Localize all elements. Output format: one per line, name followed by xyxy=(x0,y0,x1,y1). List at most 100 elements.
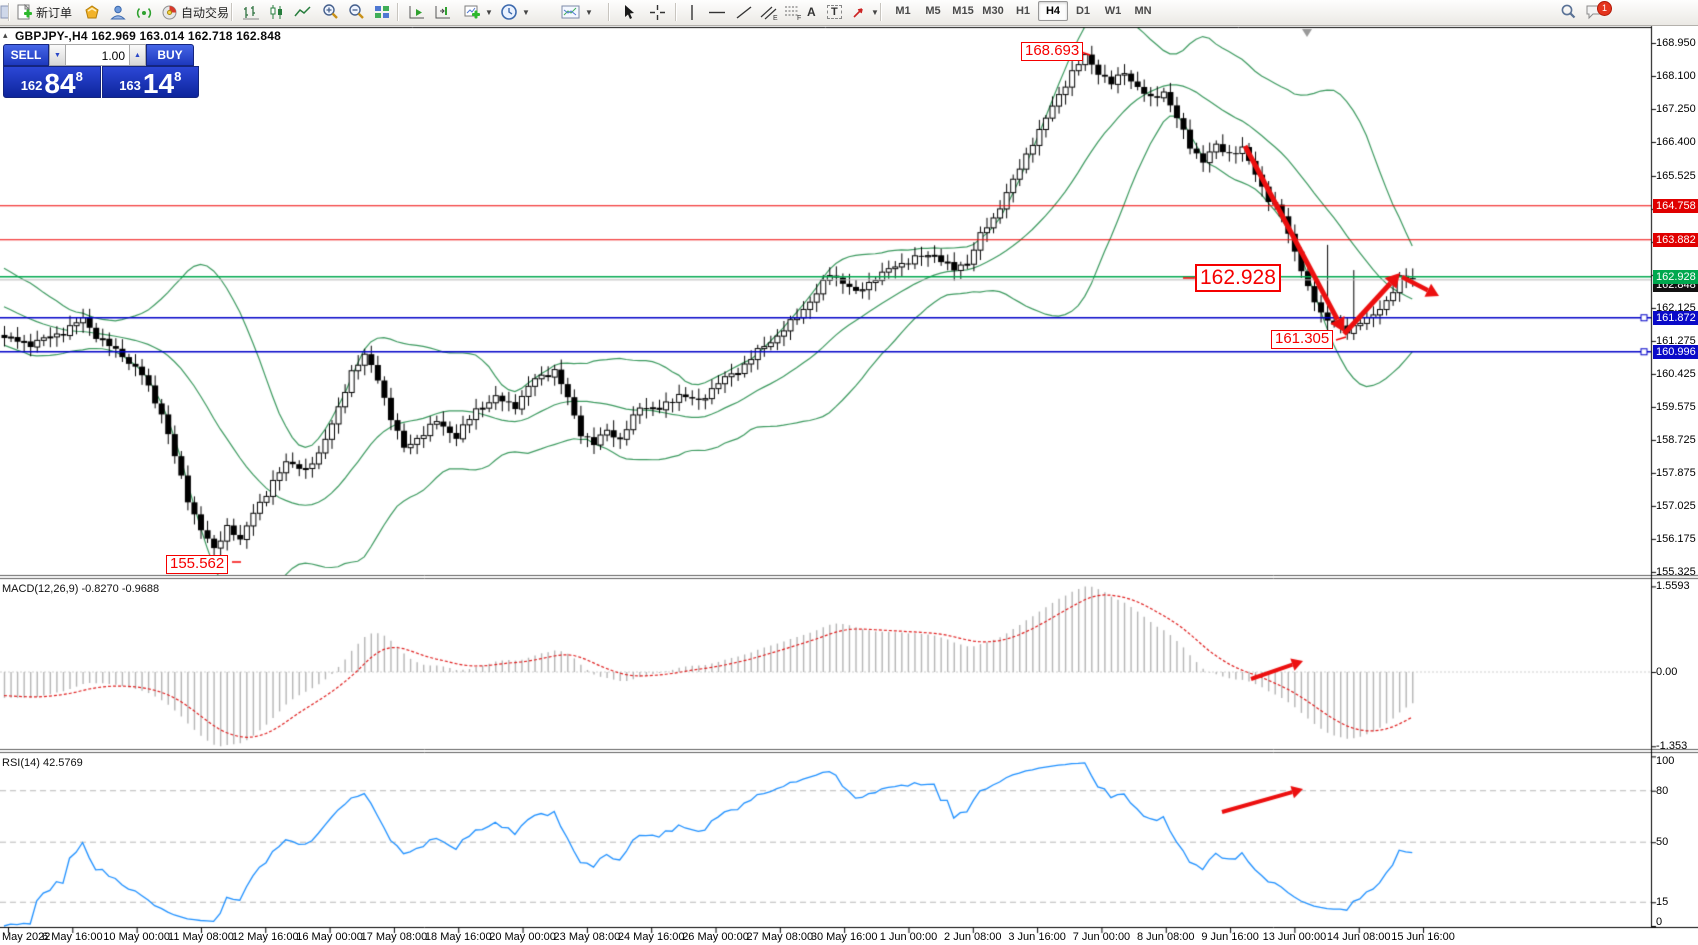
search-icon[interactable] xyxy=(1556,2,1580,22)
price-tick-label: 165.525 xyxy=(1656,169,1696,182)
price-tag-162.928: 162.928 xyxy=(1653,269,1698,284)
line-chart-icon[interactable] xyxy=(290,2,316,22)
buy-button[interactable]: BUY xyxy=(146,44,194,66)
price-tick-label: 168.100 xyxy=(1656,69,1696,82)
auto-trading-label: 自动交易 xyxy=(181,5,230,20)
time-axis-label: 27 May 08:00 xyxy=(746,931,814,943)
time-axis-label: 12 May 16:00 xyxy=(231,931,299,943)
price-annotation-168.693[interactable]: 168.693 xyxy=(1021,42,1084,61)
dropdown-caret: ▼ xyxy=(485,7,493,17)
macd-scale-label: 0.00 xyxy=(1656,666,1678,678)
bar-chart-icon[interactable] xyxy=(238,2,264,22)
zoom-in-icon[interactable] xyxy=(318,2,343,22)
timeframe-button-M30[interactable]: M30 xyxy=(982,5,1004,17)
timeframe-button-M5[interactable]: M5 xyxy=(925,5,941,17)
notification-badge[interactable]: 1 xyxy=(1597,1,1612,16)
trendline-tool[interactable] xyxy=(732,2,756,22)
time-axis-label: 2 Jun 08:00 xyxy=(944,931,1002,943)
buy-price-display[interactable]: 163 14 8 xyxy=(101,66,199,99)
vertical-line-tool[interactable] xyxy=(682,2,702,22)
price-tag-161.872: 161.872 xyxy=(1653,310,1698,325)
buy-price-prefix: 163 xyxy=(119,78,141,93)
rsi-scale-label: 80 xyxy=(1656,784,1669,797)
crosshair-tool[interactable] xyxy=(646,2,669,22)
text-label-tool[interactable]: T xyxy=(824,2,845,22)
toolbar-separator xyxy=(675,3,677,21)
price-tick-label: 168.950 xyxy=(1656,37,1696,49)
horizontal-line-tool[interactable] xyxy=(704,2,730,22)
period-clock-icon[interactable]: ▼ xyxy=(497,2,533,22)
time-axis-label: 8 Jun 08:00 xyxy=(1137,931,1195,943)
volume-input[interactable]: 1.00 xyxy=(66,44,129,66)
sell-price-display[interactable]: 162 84 8 xyxy=(3,66,101,98)
symbol-marker-icon: ▴ xyxy=(3,30,8,40)
arrows-tool[interactable]: ▼ xyxy=(848,2,882,22)
profile-icon[interactable] xyxy=(106,2,130,22)
zoom-out-icon[interactable] xyxy=(344,2,369,22)
time-axis-label: 30 May 16:00 xyxy=(810,931,878,943)
rsi-scale-label: 50 xyxy=(1656,836,1669,849)
signals-icon[interactable] xyxy=(132,2,156,22)
price-tick-label: 167.250 xyxy=(1656,102,1696,115)
charts-gold-icon[interactable] xyxy=(80,2,104,22)
dropdown-caret: ▼ xyxy=(585,7,593,17)
time-axis-label: 16 May 00:00 xyxy=(296,931,363,943)
time-axis-label: 23 May 08:00 xyxy=(553,931,621,943)
rsi-indicator-label: RSI(14) 42.5769 xyxy=(2,757,83,769)
toolbar-separator xyxy=(880,3,882,21)
timeframe-button-MN[interactable]: MN xyxy=(1134,5,1152,17)
price-annotation-155.562[interactable]: 155.562 xyxy=(166,555,229,574)
timeframe-button-W1[interactable]: W1 xyxy=(1104,5,1122,17)
price-annotation-162.928[interactable]: 162.928 xyxy=(1195,264,1281,292)
timeframe-button-H4[interactable]: H4 xyxy=(1038,1,1068,21)
time-axis-label: 26 May 00:00 xyxy=(682,931,749,943)
cursor-tool[interactable] xyxy=(618,2,640,22)
new-chart-icon xyxy=(463,4,481,21)
price-tick-label: 161.275 xyxy=(1656,334,1696,347)
volume-decrease-button[interactable]: ▼ xyxy=(49,44,66,66)
text-tool[interactable]: A xyxy=(807,5,816,19)
clipped-icon[interactable] xyxy=(0,2,12,22)
candlestick-chart-icon[interactable] xyxy=(264,2,290,22)
rsi-scale-label: 15 xyxy=(1656,896,1669,909)
macd-scale-label: -1.353 xyxy=(1656,740,1688,753)
templates-button[interactable]: ▼ xyxy=(558,2,596,22)
time-axis-label: 11 May 08:00 xyxy=(168,931,234,943)
one-click-trading-panel: SELL ▼ 1.00 ▲ BUY 162 84 8 163 14 8 xyxy=(3,44,199,98)
equidistant-channel-tool[interactable]: E xyxy=(756,2,782,22)
timeframe-button-H1[interactable]: H1 xyxy=(1015,5,1031,17)
chart-shift-icon[interactable] xyxy=(430,2,456,22)
volume-increase-button[interactable]: ▲ xyxy=(129,44,146,66)
timeframe-button-D1[interactable]: D1 xyxy=(1075,5,1091,17)
price-tag-164.758: 164.758 xyxy=(1653,198,1698,213)
time-axis-label: 9 Jun 16:00 xyxy=(1201,931,1259,943)
fibonacci-tool[interactable]: F xyxy=(780,2,806,22)
price-tick-label: 159.575 xyxy=(1656,400,1696,413)
time-axis-label: 18 May 16:00 xyxy=(424,931,492,943)
dropdown-caret: ▼ xyxy=(522,7,530,17)
buy-price-big: 14 xyxy=(142,68,175,99)
timeframe-button-M15[interactable]: M15 xyxy=(952,5,974,17)
price-annotation-161.305[interactable]: 161.305 xyxy=(1271,330,1334,349)
macd-scale-label: 1.5593 xyxy=(1656,580,1690,593)
price-tick-label: 155.325 xyxy=(1656,565,1696,578)
timeframe-group: M1 M5 M15 M30 H1 H4 D1 W1 MN xyxy=(888,1,1158,21)
price-tick-label: 157.875 xyxy=(1656,466,1696,479)
time-axis-label: 1 Jun 00:00 xyxy=(879,931,938,943)
auto-scroll-icon[interactable] xyxy=(404,2,430,22)
time-axis-label: 15 Jun 16:00 xyxy=(1391,931,1455,943)
price-tick-label: 158.725 xyxy=(1656,433,1696,446)
timeframe-button-M1[interactable]: M1 xyxy=(895,5,911,17)
new-chart-button[interactable]: ▼ xyxy=(460,2,496,22)
time-axis-label: 13 Jun 00:00 xyxy=(1262,931,1327,943)
new-order-button[interactable]: 新订单 xyxy=(13,2,75,22)
auto-trading-button[interactable]: 自动交易 xyxy=(158,2,232,22)
time-axis-label: 7 Jun 00:00 xyxy=(1072,931,1131,943)
tile-windows-icon[interactable] xyxy=(370,2,394,22)
time-axis-label: May 2022 xyxy=(2,931,51,943)
sell-button[interactable]: SELL xyxy=(3,44,49,66)
new-order-icon xyxy=(16,3,33,21)
time-axis-label: 20 May 00:00 xyxy=(489,931,556,943)
